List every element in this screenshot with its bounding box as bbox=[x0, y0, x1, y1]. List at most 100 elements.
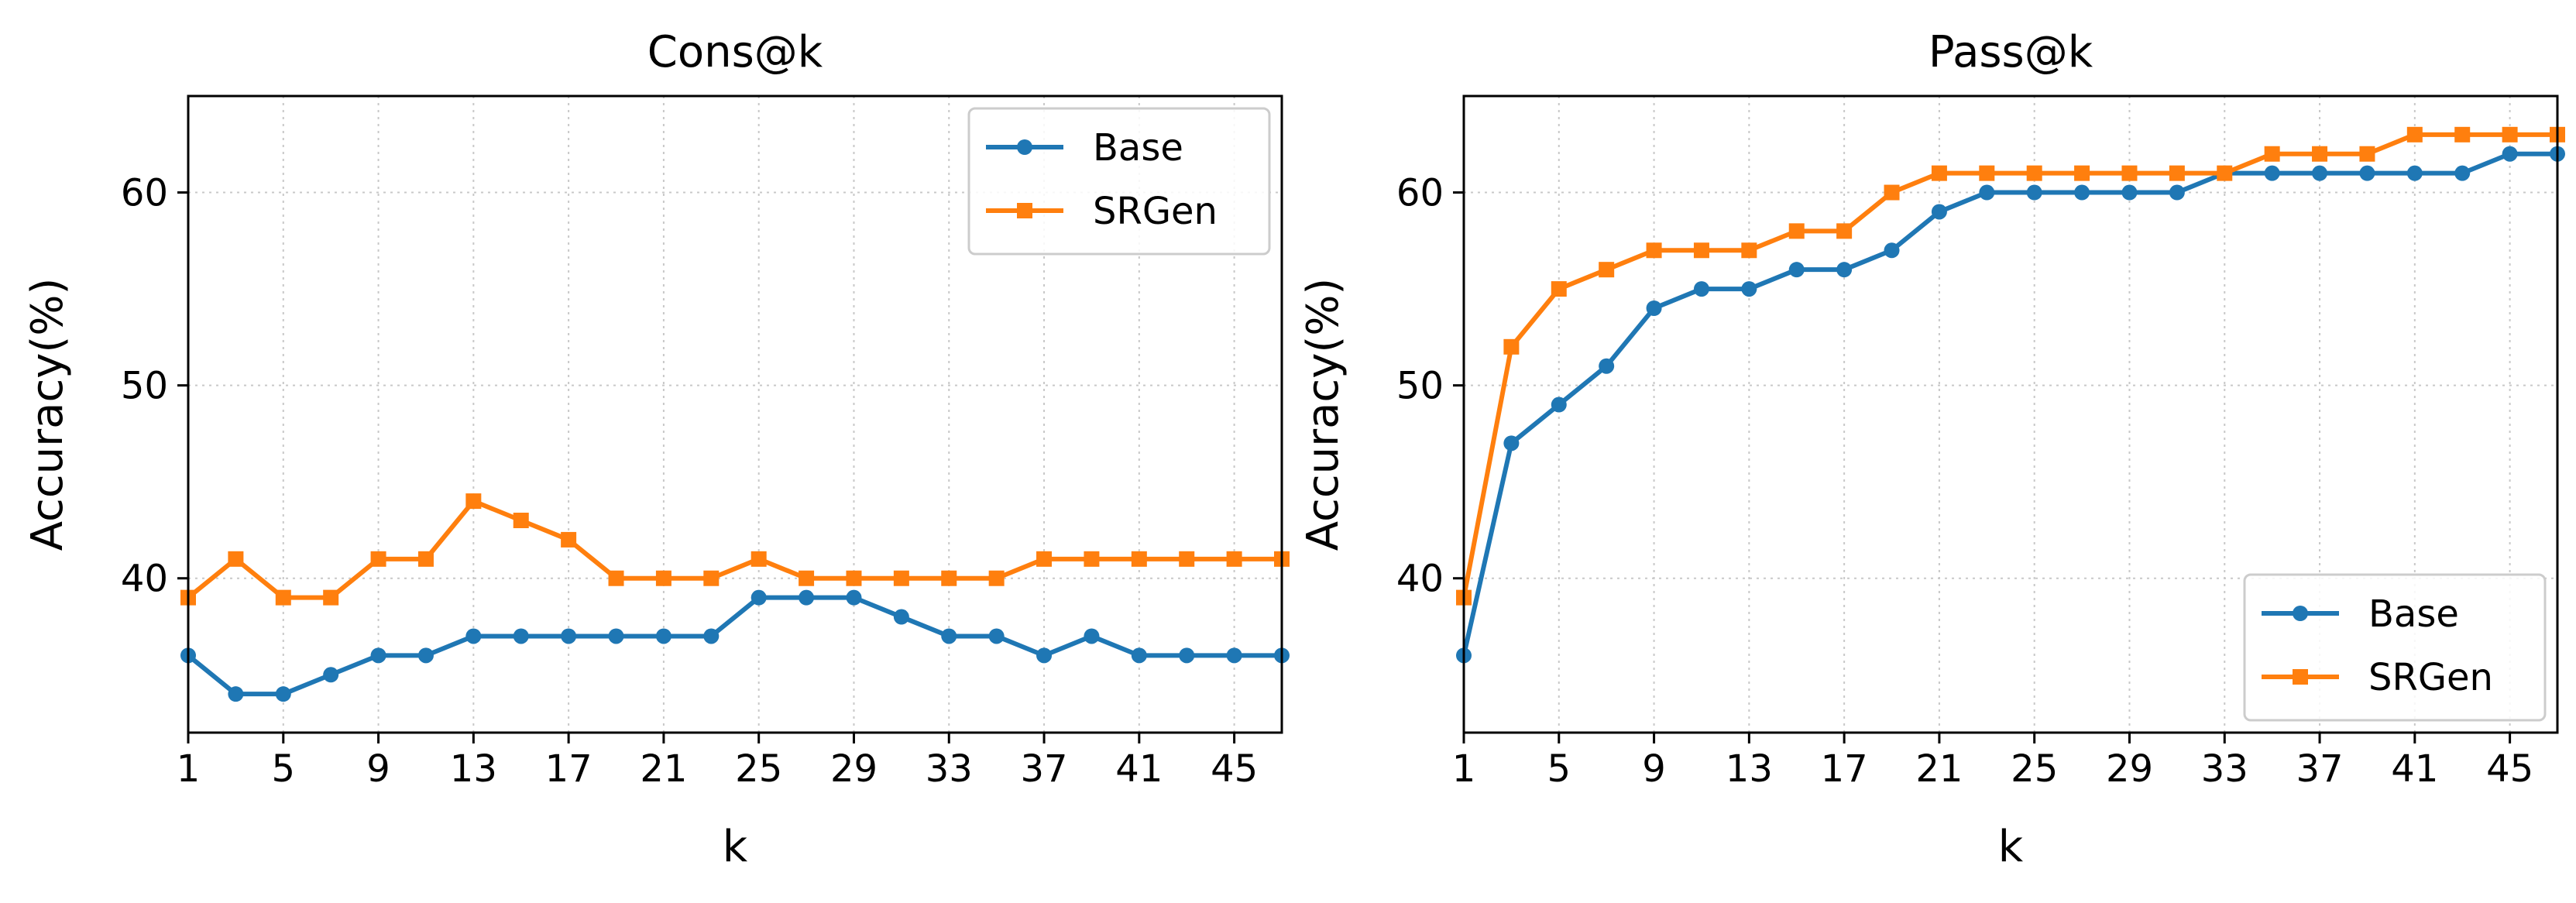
data-point bbox=[2026, 165, 2042, 181]
x-tick-label: 21 bbox=[1915, 747, 1963, 791]
data-point bbox=[750, 589, 767, 606]
data-point bbox=[465, 493, 482, 510]
x-tick-label: 5 bbox=[1547, 747, 1571, 791]
data-point bbox=[2454, 126, 2471, 142]
y-tick-label: 60 bbox=[121, 172, 168, 215]
data-point bbox=[1979, 184, 1995, 201]
data-point bbox=[2217, 165, 2233, 181]
data-point bbox=[941, 570, 957, 586]
data-point bbox=[2312, 146, 2328, 162]
chart-title: Pass@k bbox=[1929, 27, 2093, 77]
axes-frame bbox=[187, 94, 1283, 734]
data-point bbox=[2359, 146, 2375, 162]
data-point bbox=[1836, 223, 1853, 239]
data-point bbox=[1036, 551, 1053, 567]
data-point bbox=[1884, 184, 1900, 201]
data-point bbox=[608, 628, 624, 644]
data-point bbox=[1084, 551, 1100, 567]
data-point bbox=[228, 686, 244, 702]
data-point bbox=[2121, 184, 2138, 201]
data-point bbox=[561, 628, 577, 644]
x-tick-label: 33 bbox=[926, 747, 973, 791]
axes-frame bbox=[1462, 94, 2559, 734]
data-point bbox=[1741, 242, 1757, 259]
data-point bbox=[1646, 300, 1662, 316]
x-tick-label: 37 bbox=[1021, 747, 1068, 791]
y-tick-label: 60 bbox=[1396, 172, 1444, 215]
data-point bbox=[2359, 165, 2375, 181]
x-tick-label: 29 bbox=[830, 747, 878, 791]
legend-marker bbox=[2293, 606, 2308, 621]
x-tick-label: 9 bbox=[1642, 747, 1666, 791]
x-tick-label: 25 bbox=[735, 747, 782, 791]
chart-panel-2: 1 5 9 13 17 21 25 29 33 37 41 45 40 50 60 Pass@k k Accura… bbox=[1298, 27, 2565, 872]
data-point bbox=[1884, 242, 1900, 259]
data-point bbox=[655, 628, 671, 644]
data-point bbox=[988, 570, 1005, 586]
x-tick-label: 21 bbox=[640, 747, 687, 791]
data-point bbox=[1503, 435, 1520, 452]
x-tick-label: 17 bbox=[1821, 747, 1868, 791]
legend-label: SRGen bbox=[2368, 656, 2493, 699]
data-point bbox=[1836, 262, 1853, 278]
data-point bbox=[2074, 165, 2090, 181]
data-point bbox=[1226, 647, 1242, 664]
x-tick-label: 13 bbox=[450, 747, 497, 791]
data-point bbox=[1693, 242, 1709, 259]
data-point bbox=[2406, 126, 2423, 142]
x-tick-label: 1 bbox=[177, 747, 201, 791]
chart-title: Cons@k bbox=[647, 27, 823, 77]
x-tick-label: 41 bbox=[2391, 747, 2438, 791]
data-point bbox=[1084, 628, 1100, 644]
series-line bbox=[187, 595, 1282, 697]
data-point bbox=[2502, 146, 2518, 162]
data-point bbox=[1979, 165, 1995, 181]
series-base bbox=[180, 589, 1290, 702]
data-point bbox=[2264, 165, 2280, 181]
data-point bbox=[1551, 397, 1567, 413]
y-tick-label: 40 bbox=[1396, 558, 1444, 601]
data-point bbox=[655, 570, 671, 586]
data-point bbox=[1646, 242, 1662, 259]
data-point bbox=[561, 531, 577, 548]
y-axis-label: Accuracy(%) bbox=[22, 278, 73, 551]
x-axis-label: k bbox=[723, 822, 748, 872]
data-point bbox=[1599, 358, 1615, 374]
data-point bbox=[275, 589, 291, 606]
data-point bbox=[2502, 126, 2518, 142]
x-tick-label: 45 bbox=[2486, 747, 2533, 791]
data-point bbox=[2454, 165, 2471, 181]
x-tick-label: 33 bbox=[2201, 747, 2248, 791]
data-point bbox=[417, 551, 434, 567]
data-point bbox=[1931, 165, 1947, 181]
data-point bbox=[228, 551, 244, 567]
chart-panel-1: 1 5 9 13 17 21 25 29 33 37 41 45 40 50 60 Cons@k k Accura… bbox=[22, 27, 1290, 872]
x-tick-label: 25 bbox=[2011, 747, 2058, 791]
series-line bbox=[187, 499, 1282, 600]
x-tick-label: 29 bbox=[2106, 747, 2153, 791]
data-point bbox=[1788, 223, 1805, 239]
legend-label: SRGen bbox=[1093, 190, 1218, 233]
data-point bbox=[513, 513, 529, 528]
data-point bbox=[1179, 647, 1195, 664]
data-point bbox=[2312, 165, 2328, 181]
y-axis-label: Accuracy(%) bbox=[1298, 278, 1348, 551]
legend-label: Base bbox=[2368, 592, 2459, 636]
data-point bbox=[893, 609, 909, 625]
series-srgen bbox=[1456, 126, 2565, 606]
data-point bbox=[2406, 165, 2423, 181]
data-point bbox=[846, 570, 862, 586]
legend-marker bbox=[1017, 203, 1032, 218]
data-point bbox=[1551, 281, 1567, 297]
x-tick-label: 5 bbox=[272, 747, 296, 791]
data-point bbox=[893, 570, 909, 586]
x-tick-label: 1 bbox=[1452, 747, 1476, 791]
legend: Base SRGen bbox=[2243, 573, 2547, 722]
data-point bbox=[2026, 184, 2042, 201]
y-tick-label: 40 bbox=[121, 558, 168, 601]
x-tick-label: 9 bbox=[366, 747, 390, 791]
data-point bbox=[1693, 281, 1709, 297]
data-point bbox=[2169, 184, 2185, 201]
series-srgen bbox=[180, 493, 1290, 606]
